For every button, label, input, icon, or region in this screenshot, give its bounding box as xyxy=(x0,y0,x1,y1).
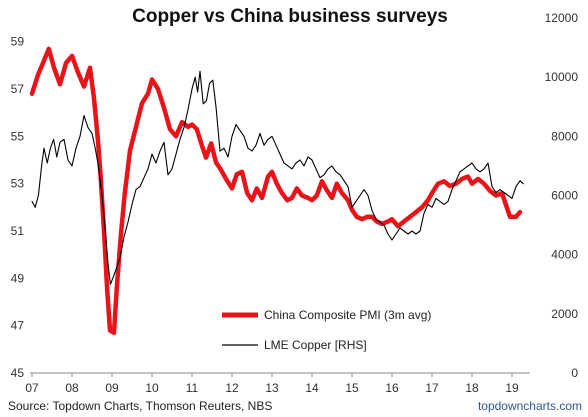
source-note: Source: Topdown Charts, Thomson Reuters,… xyxy=(8,399,272,413)
legend-label-copper: LME Copper [RHS] xyxy=(264,338,367,352)
watermark: topdowncharts.com xyxy=(478,399,582,413)
y-left-tick-label: 59 xyxy=(11,35,25,49)
y-right-tick-label: 4000 xyxy=(551,248,578,262)
y-left-tick-label: 49 xyxy=(11,271,25,285)
x-tick-label: 07 xyxy=(25,381,39,395)
legend-label-pmi: China Composite PMI (3m avg) xyxy=(264,308,431,322)
x-tick-label: 11 xyxy=(186,381,199,395)
x-tick-label: 19 xyxy=(505,381,519,395)
series-line-china-pmi xyxy=(29,46,523,336)
y-left-tick-label: 53 xyxy=(11,177,25,191)
y-left-tick-label: 51 xyxy=(11,224,25,238)
x-tick-label: 12 xyxy=(225,381,239,395)
y-right-tick-label: 10000 xyxy=(545,70,579,84)
x-tick-label: 10 xyxy=(145,381,159,395)
y-left-tick-label: 57 xyxy=(11,82,25,96)
x-tick-label: 18 xyxy=(465,381,479,395)
series-line-lme-copper xyxy=(31,70,524,285)
x-tick-label: 09 xyxy=(105,381,119,395)
y-left-tick-label: 47 xyxy=(11,319,25,333)
y-right-tick-label: 6000 xyxy=(551,189,578,203)
series-layer xyxy=(29,46,524,336)
y-left-tick-label: 45 xyxy=(11,366,25,380)
x-tick-label: 14 xyxy=(305,381,319,395)
y-right-tick-label: 8000 xyxy=(551,129,578,143)
y-right-axis: 0 2000 4000 6000 8000 10000 12000 xyxy=(545,11,579,380)
y-left-tick-label: 55 xyxy=(11,129,25,143)
y-right-tick-label: 12000 xyxy=(545,11,579,25)
x-tick-label: 16 xyxy=(385,381,399,395)
x-tick-label: 17 xyxy=(425,381,439,395)
x-tick-label: 08 xyxy=(65,381,79,395)
y-right-tick-label: 0 xyxy=(571,366,578,380)
x-tick-label: 15 xyxy=(345,381,359,395)
legend: China Composite PMI (3m avg) LME Copper … xyxy=(222,308,431,352)
x-axis: 07 08 09 10 11 12 13 14 15 16 17 18 19 xyxy=(25,373,519,395)
chart-title: Copper vs China business surveys xyxy=(132,6,448,27)
y-left-axis: 45 47 49 51 53 55 57 59 xyxy=(11,35,25,380)
x-tick-label: 13 xyxy=(265,381,279,395)
y-right-tick-label: 2000 xyxy=(551,307,578,321)
